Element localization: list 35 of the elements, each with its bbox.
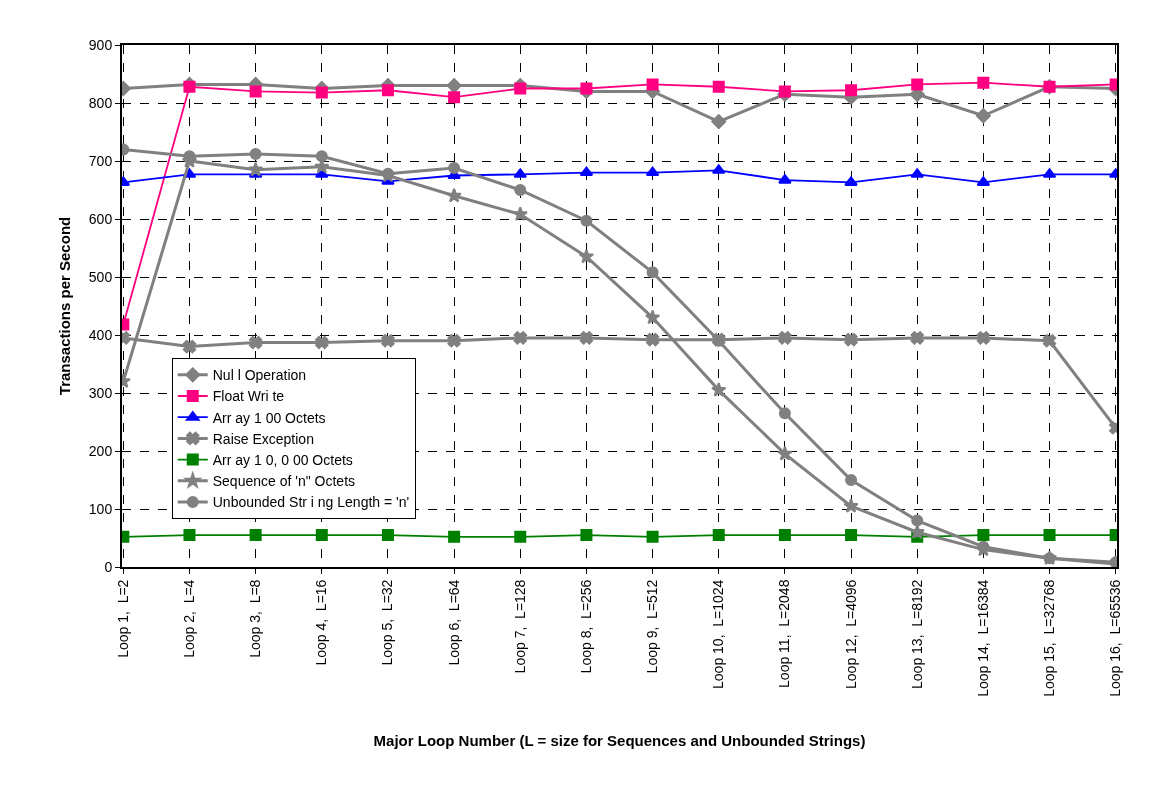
- y-tick-label: 400: [88, 326, 113, 343]
- y-tick-label: 800: [88, 94, 113, 111]
- x-tick-label: Loop 3, L=8: [247, 579, 264, 658]
- legend-label: Arr ay 1 00 Octets: [212, 409, 326, 426]
- x-tick-label: Loop 5, L=32: [379, 579, 396, 666]
- y-tick-label: 600: [88, 210, 113, 227]
- legend-label: Raise Exception: [212, 430, 314, 447]
- x-tick-label: Loop 13, L=8192: [908, 579, 925, 689]
- x-tick-label: Loop 7, L=128: [511, 579, 528, 674]
- x-tick-label: Loop 9, L=512: [644, 579, 661, 674]
- x-tick-label: Loop 16, L=65536: [1107, 579, 1124, 697]
- legend-label: Float Wri te: [212, 388, 285, 405]
- x-tick-label: Loop 1, L=2: [114, 579, 131, 658]
- x-tick-label: Loop 12, L=4096: [842, 579, 859, 689]
- y-tick-label: 200: [88, 442, 113, 459]
- y-tick-label: 500: [88, 268, 113, 285]
- x-tick-label: Loop 2, L=4: [181, 579, 198, 658]
- y-tick-label: 0: [104, 558, 113, 575]
- x-tick-label: Loop 10, L=1024: [710, 579, 727, 689]
- legend-label: Nul l Operation: [212, 367, 307, 384]
- x-axis-title: Major Loop Number (L = size for Sequences and Unbounded Strings): [373, 732, 866, 750]
- y-axis-title: Transactions per Second: [55, 216, 73, 396]
- y-tick-label: 900: [88, 36, 113, 53]
- legend-label: Arr ay 1 0, 0 00 Octets: [212, 452, 353, 469]
- y-tick-label: 100: [88, 500, 113, 517]
- x-tick-label: Loop 4, L=16: [313, 579, 330, 666]
- legend-label: Sequence of 'n" Octets: [212, 473, 356, 490]
- x-tick-label: Loop 14, L=16384: [974, 579, 991, 697]
- y-tick-label: 700: [88, 152, 113, 169]
- legend-label: Unbounded Str i ng Length = 'n': [212, 494, 410, 511]
- x-tick-label: Loop 8, L=256: [577, 579, 594, 674]
- x-tick-label: Loop 11, L=2048: [776, 579, 793, 688]
- x-tick-label: Loop 15, L=32768: [1041, 579, 1058, 697]
- x-tick-label: Loop 6, L=64: [445, 579, 462, 666]
- y-tick-label: 300: [88, 384, 113, 401]
